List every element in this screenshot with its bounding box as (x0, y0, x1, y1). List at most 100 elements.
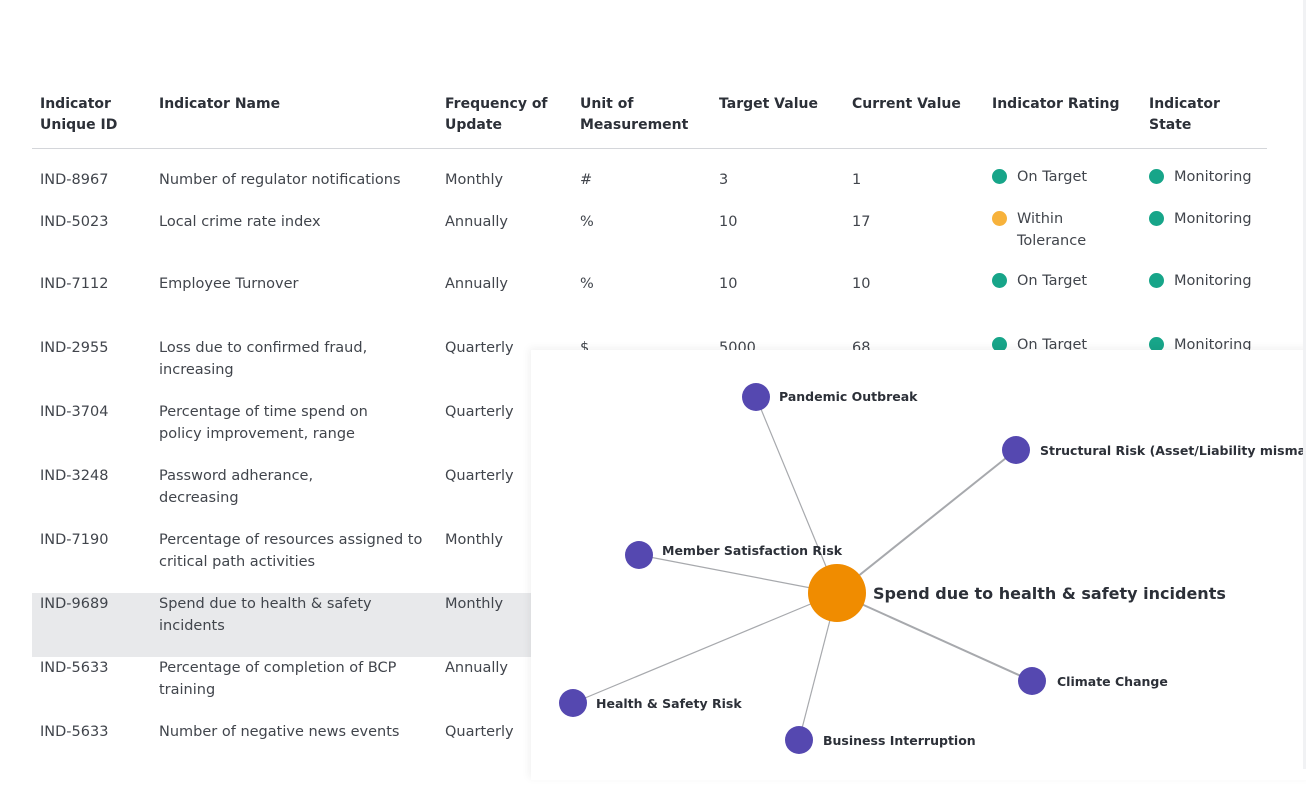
cell-state: Monitoring (1141, 336, 1267, 401)
indicators-table-container: Indicator Unique ID Indicator Name Frequ… (32, 88, 1267, 785)
rating-label: On Target (1017, 169, 1088, 185)
cell-frequency: Quarterly (445, 467, 514, 484)
header-label: Indicator Rating (992, 96, 1120, 112)
column-header-id[interactable]: Indicator Unique ID (32, 88, 151, 149)
cell-name: Password adherance, decreasing (159, 467, 314, 506)
cell-unit: % (580, 213, 594, 230)
cell-name: Spend due to health & safety incidents (151, 592, 437, 657)
state-label: Monitoring (1174, 336, 1252, 353)
on-target-status-dot (992, 169, 1007, 184)
table-row[interactable]: IND-5633 Percentage of completion of BCP… (32, 657, 1267, 721)
on-target-status-dot (992, 336, 1007, 352)
monitoring-status-dot (1149, 272, 1164, 288)
cell-rating: On Target (984, 149, 1141, 211)
node-health-safety[interactable] (559, 689, 587, 717)
state-label: Monitoring (1174, 169, 1252, 185)
cell-id: IND-8967 (40, 172, 109, 188)
cell-frequency: Monthly (445, 531, 504, 548)
header-label: Frequency of Update (445, 96, 548, 133)
cell-name: Number of regulator notifications (159, 172, 401, 188)
edge-structural-risk (836, 449, 1017, 594)
cell-target: 10 (719, 213, 738, 230)
rating-label: On Target (1017, 336, 1088, 353)
table-row[interactable]: IND-5023 Local crime rate index Annually… (32, 210, 1267, 273)
state-label: Monitoring (1174, 210, 1252, 227)
node-member-satisfaction[interactable] (625, 541, 653, 569)
edge-pandemic-outbreak (755, 396, 838, 594)
edge-member-satisfaction (638, 554, 838, 594)
rating-label: On Target (1017, 272, 1088, 289)
center-node-label: Spend due to health & safety incidents (873, 584, 1226, 603)
cell-state: Monitoring (1141, 272, 1267, 337)
cell-frequency: Quarterly (445, 403, 514, 420)
cell-frequency: Monthly (445, 172, 504, 188)
column-header-current[interactable]: Current Value (844, 88, 984, 149)
cell-name: Number of negative news events (159, 723, 400, 740)
column-header-target[interactable]: Target Value (711, 88, 844, 149)
cell-name: Employee Turnover (159, 275, 299, 292)
edge-climate-change (836, 592, 1033, 682)
monitoring-status-dot (1149, 210, 1164, 226)
cell-unit: % (580, 275, 594, 292)
cell-id: IND-7190 (40, 531, 109, 548)
cell-name: Loss due to confirmed fraud, increasing (159, 339, 368, 378)
monitoring-status-dot (1149, 336, 1164, 352)
relationship-graph[interactable]: Spend due to health & safety incidents P… (531, 350, 1306, 780)
within-tolerance-status-dot (992, 210, 1007, 226)
table-row[interactable]: IND-5633 Number of negative news events … (32, 721, 1267, 785)
header-label: Indicator State (1149, 96, 1220, 133)
cell-target: 10 (719, 275, 738, 292)
column-header-frequency[interactable]: Frequency of Update (437, 88, 572, 149)
cell-id: IND-3248 (40, 467, 109, 484)
node-label: Pandemic Outbreak (779, 389, 918, 404)
cell-frequency: Quarterly (445, 723, 514, 740)
node-pandemic-outbreak[interactable] (742, 383, 770, 411)
table-row[interactable]: IND-3704 Percentage of time spend on pol… (32, 401, 1267, 465)
node-climate-change[interactable] (1018, 667, 1046, 695)
column-header-state[interactable]: Indicator State (1141, 88, 1267, 149)
node-label: Member Satisfaction Risk (662, 543, 843, 558)
cell-state: Monitoring (1141, 210, 1267, 273)
node-label: Health & Safety Risk (596, 696, 742, 711)
relationship-graph-panel: Spend due to health & safety incidents P… (531, 350, 1306, 780)
header-label: Unit of Measurement (580, 96, 689, 133)
cell-state: Monitoring (1141, 149, 1267, 211)
edge-health-safety (572, 592, 838, 704)
cell-id: IND-2955 (40, 339, 109, 356)
cell-frequency: Annually (445, 275, 509, 292)
node-business-interruption[interactable] (785, 726, 813, 754)
table-row[interactable]: IND-7112 Employee Turnover Annually % 10… (32, 272, 1267, 337)
header-label: Indicator Name (159, 96, 281, 112)
cell-id: IND-9689 (32, 592, 151, 657)
table-row[interactable]: IND-8967 Number of regulator notificatio… (32, 149, 1267, 211)
header-label: Current Value (852, 96, 961, 112)
cell-unit: $ (580, 339, 590, 356)
node-structural-risk[interactable] (1002, 436, 1030, 464)
table-row[interactable]: IND-7190 Percentage of resources assigne… (32, 529, 1267, 593)
cell-name: Percentage of resources assigned to crit… (159, 531, 423, 570)
table-row[interactable]: IND-3248 Password adherance, decreasing … (32, 465, 1267, 529)
on-target-status-dot (992, 272, 1007, 288)
center-node[interactable] (808, 564, 866, 622)
cell-id: IND-7112 (40, 275, 109, 292)
table-header-row: Indicator Unique ID Indicator Name Frequ… (32, 88, 1267, 149)
node-label: Structural Risk (Asset/Liability mismatc… (1040, 443, 1306, 458)
rating-label: Within Tolerance (1017, 210, 1087, 249)
cell-id: IND-5633 (40, 659, 109, 676)
cell-current: 10 (852, 275, 871, 292)
column-header-name[interactable]: Indicator Name (151, 88, 437, 149)
column-header-unit[interactable]: Unit of Measurement (572, 88, 711, 149)
cell-frequency: Annually (445, 213, 509, 230)
cell-id: IND-5023 (40, 213, 109, 230)
cell-unit: # (580, 172, 593, 188)
cell-target: 3 (719, 172, 729, 188)
cell-rating: On Target (984, 272, 1141, 337)
cell-frequency: Annually (445, 659, 509, 676)
scrollbar-track[interactable] (1303, 0, 1306, 769)
header-label: Target Value (719, 96, 818, 112)
column-header-rating[interactable]: Indicator Rating (984, 88, 1141, 149)
node-label: Climate Change (1057, 674, 1168, 689)
monitoring-status-dot (1149, 169, 1164, 184)
state-label: Monitoring (1174, 272, 1252, 289)
cell-name: Percentage of time spend on policy impro… (159, 403, 368, 442)
